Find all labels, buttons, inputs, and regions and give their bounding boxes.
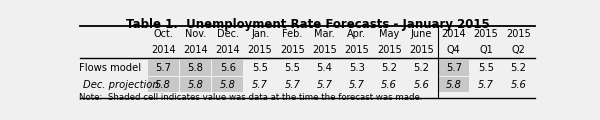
- Bar: [212, 60, 244, 76]
- Text: 5.8: 5.8: [188, 63, 203, 73]
- Text: 5.8: 5.8: [220, 80, 236, 90]
- Text: Flows model: Flows model: [79, 63, 141, 73]
- Text: June: June: [411, 29, 432, 39]
- Text: 2014: 2014: [183, 45, 208, 55]
- Text: 5.8: 5.8: [188, 80, 203, 90]
- Text: Apr.: Apr.: [347, 29, 367, 39]
- Bar: [180, 60, 211, 76]
- Text: Feb.: Feb.: [282, 29, 302, 39]
- Text: Note:  Shaded cell indicates value was data at the time the forecast was made.: Note: Shaded cell indicates value was da…: [79, 93, 422, 102]
- Text: Oct.: Oct.: [153, 29, 173, 39]
- Text: Nov.: Nov.: [185, 29, 206, 39]
- Text: 5.7: 5.7: [446, 63, 462, 73]
- Text: 2014: 2014: [442, 29, 466, 39]
- Text: 2014: 2014: [215, 45, 240, 55]
- Bar: [180, 77, 211, 93]
- Text: Q2: Q2: [511, 45, 525, 55]
- Text: 5.2: 5.2: [381, 63, 397, 73]
- Text: Jan.: Jan.: [251, 29, 269, 39]
- Text: 2014: 2014: [151, 45, 176, 55]
- Text: 5.4: 5.4: [317, 63, 332, 73]
- Text: 2015: 2015: [344, 45, 369, 55]
- Text: 5.6: 5.6: [511, 80, 526, 90]
- Text: 5.8: 5.8: [446, 80, 461, 90]
- Text: Dec. projection: Dec. projection: [83, 80, 159, 90]
- Bar: [438, 77, 469, 93]
- Text: 5.6: 5.6: [381, 80, 397, 90]
- Text: 5.6: 5.6: [413, 80, 430, 90]
- Text: 2015: 2015: [473, 29, 499, 39]
- Text: 5.5: 5.5: [284, 63, 301, 73]
- Text: Dec.: Dec.: [217, 29, 239, 39]
- Text: 5.5: 5.5: [478, 63, 494, 73]
- Text: 2015: 2015: [377, 45, 401, 55]
- Text: Table 1.  Unemployment Rate Forecasts - January 2015: Table 1. Unemployment Rate Forecasts - J…: [125, 18, 490, 31]
- Text: 5.7: 5.7: [478, 80, 494, 90]
- Text: Mar.: Mar.: [314, 29, 335, 39]
- Bar: [212, 77, 244, 93]
- Text: 5.7: 5.7: [284, 80, 300, 90]
- Bar: [438, 60, 469, 76]
- Text: 2015: 2015: [409, 45, 434, 55]
- Text: 2015: 2015: [312, 45, 337, 55]
- Bar: [148, 60, 179, 76]
- Text: 2015: 2015: [248, 45, 272, 55]
- Text: 5.8: 5.8: [155, 80, 171, 90]
- Text: 5.6: 5.6: [220, 63, 236, 73]
- Text: 5.7: 5.7: [155, 63, 171, 73]
- Text: Q4: Q4: [447, 45, 461, 55]
- Text: 2015: 2015: [280, 45, 305, 55]
- Text: 5.2: 5.2: [510, 63, 526, 73]
- Text: 5.2: 5.2: [413, 63, 430, 73]
- Text: 5.7: 5.7: [349, 80, 365, 90]
- Text: 5.7: 5.7: [252, 80, 268, 90]
- Text: May: May: [379, 29, 399, 39]
- Text: Q1: Q1: [479, 45, 493, 55]
- Text: 5.3: 5.3: [349, 63, 365, 73]
- Text: 5.5: 5.5: [252, 63, 268, 73]
- Text: 2015: 2015: [506, 29, 530, 39]
- Text: 5.7: 5.7: [317, 80, 332, 90]
- Bar: [148, 77, 179, 93]
